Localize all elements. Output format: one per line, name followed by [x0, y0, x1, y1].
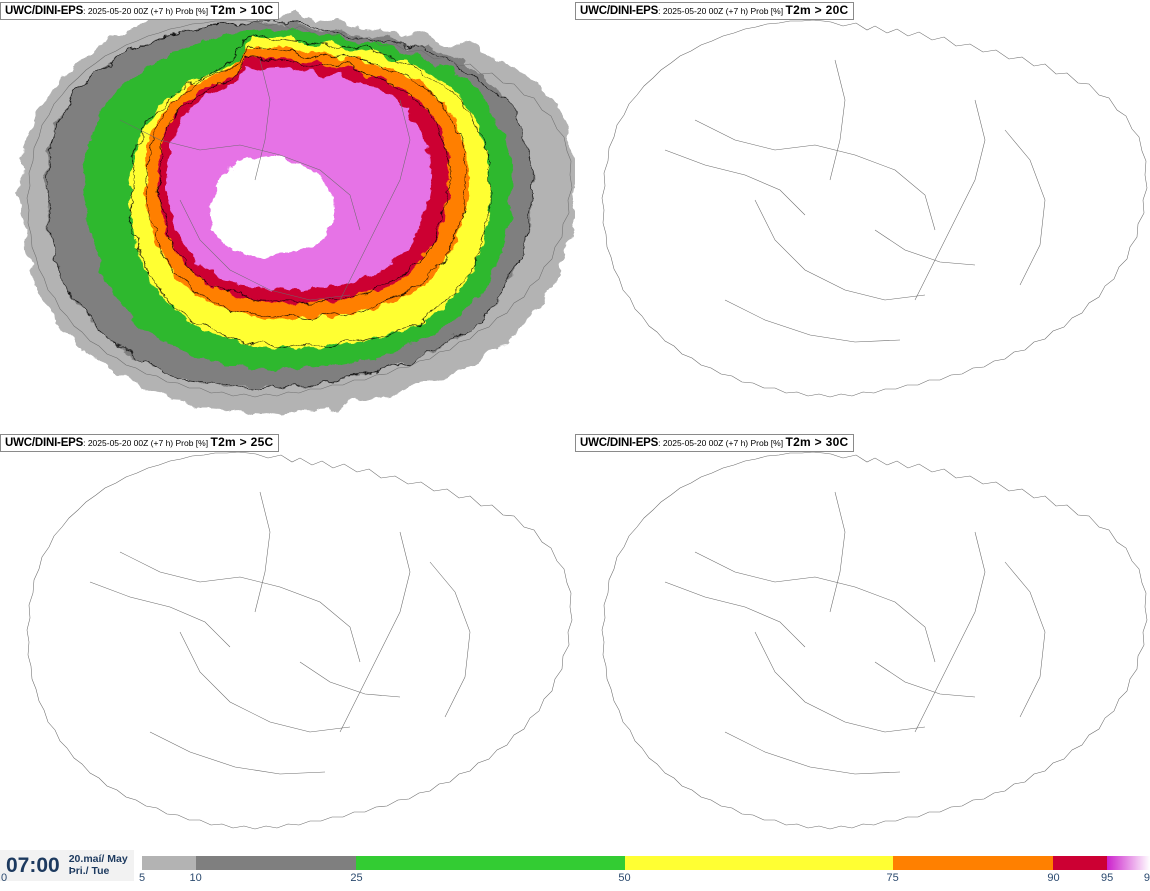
panel-variable-label: T2m > 30C: [785, 435, 849, 449]
colorbar-tick: 75: [886, 872, 899, 884]
panel-variable-label: T2m > 10C: [210, 3, 274, 17]
map-canvas-10c[interactable]: [0, 0, 575, 432]
panel-header-25c: UWC/DINI-EPS: 2025-05-20 00Z (+7 h) Prob…: [0, 434, 279, 452]
valid-time-date-line: 20.maí/ May: [68, 853, 128, 865]
colorbar-tick: 5: [138, 872, 146, 884]
map-canvas-25c[interactable]: [0, 432, 575, 864]
panel-model-label: UWC/DINI-EPS: [5, 5, 84, 17]
colorbar-tick: 90: [1047, 872, 1060, 884]
map-panel-t2m-10c[interactable]: UWC/DINI-EPS: 2025-05-20 00Z (+7 h) Prob…: [0, 0, 575, 432]
map-panel-t2m-30c[interactable]: UWC/DINI-EPS: 2025-05-20 00Z (+7 h) Prob…: [575, 432, 1150, 864]
probability-colorbar[interactable]: [142, 856, 1150, 870]
panel-model-label: UWC/DINI-EPS: [580, 5, 659, 17]
colorbar-band: [142, 856, 196, 870]
map-canvas-20c[interactable]: [575, 0, 1150, 432]
map-panel-grid: UWC/DINI-EPS: 2025-05-20 00Z (+7 h) Prob…: [0, 0, 1150, 830]
colorbar-tick: 10: [189, 872, 202, 884]
iceland-map-20c: [575, 0, 1150, 432]
panel-model-label: UWC/DINI-EPS: [580, 437, 659, 449]
iceland-map-25c: [0, 432, 575, 864]
map-panel-t2m-25c[interactable]: UWC/DINI-EPS: 2025-05-20 00Z (+7 h) Prob…: [0, 432, 575, 864]
panel-meta-label: : 2025-05-20 00Z (+7 h) Prob [%]: [658, 6, 786, 16]
colorbar-band: [356, 856, 625, 870]
colorbar-tick: 25: [350, 872, 363, 884]
panel-variable-label: T2m > 20C: [785, 3, 849, 17]
panel-variable-label: T2m > 25C: [210, 435, 274, 449]
panel-meta-label: : 2025-05-20 00Z (+7 h) Prob [%]: [83, 6, 211, 16]
panel-meta-label: : 2025-05-20 00Z (+7 h) Prob [%]: [658, 438, 786, 448]
coastline-overlay-30c: [601, 451, 1148, 830]
colorbar-tick: 99: [1143, 872, 1150, 884]
panel-meta-label: : 2025-05-20 00Z (+7 h) Prob [%]: [83, 438, 211, 448]
legend-bar: 07:00 20.maí/ May Þri./ Tue 0 5 10 25 50 75 9…: [0, 850, 1150, 891]
iceland-map-30c: [575, 432, 1150, 864]
panel-header-10c: UWC/DINI-EPS: 2025-05-20 00Z (+7 h) Prob…: [0, 2, 279, 20]
coastline-overlay-25c: [26, 451, 573, 830]
valid-time-clock: 07:00: [6, 853, 60, 877]
colorbar-band: [892, 856, 1054, 870]
probability-field: [19, 10, 575, 415]
colorbar-band: [1053, 856, 1108, 870]
colorbar-tick: 50: [618, 872, 631, 884]
map-canvas-30c[interactable]: [575, 432, 1150, 864]
colorbar-tick: 95: [1100, 872, 1114, 884]
iceland-map-10c: [0, 0, 575, 432]
valid-time-day-line: Þri./ Tue: [68, 864, 110, 877]
map-panel-t2m-20c[interactable]: UWC/DINI-EPS: 2025-05-20 00Z (+7 h) Prob…: [575, 0, 1150, 432]
colorbar-zero-label: 0: [1, 872, 8, 884]
colorbar-band: [195, 856, 357, 870]
colorbar-band: [1107, 856, 1150, 870]
colorbar-band: [624, 856, 893, 870]
panel-header-20c: UWC/DINI-EPS: 2025-05-20 00Z (+7 h) Prob…: [575, 2, 854, 20]
colorbar-tick-labels: 5 10 25 50 75 90 95 99: [0, 872, 1150, 888]
coastline-overlay-10c: [26, 19, 573, 398]
coastline-overlay-20c: [601, 19, 1148, 398]
valid-time-date: 20.maí/ May Þri./ Tue: [68, 853, 128, 877]
panel-header-30c: UWC/DINI-EPS: 2025-05-20 00Z (+7 h) Prob…: [575, 434, 854, 452]
valid-time-box: 07:00 20.maí/ May Þri./ Tue: [0, 850, 134, 881]
panel-model-label: UWC/DINI-EPS: [5, 437, 84, 449]
